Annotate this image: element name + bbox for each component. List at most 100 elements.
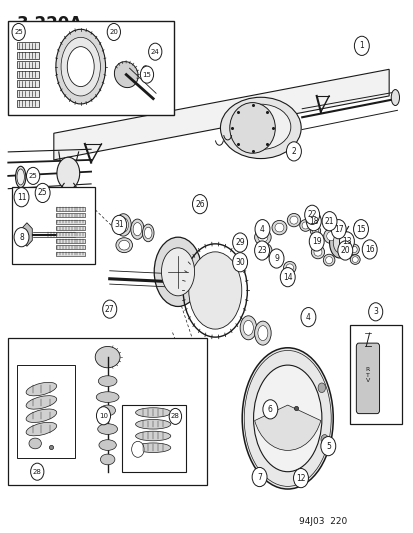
- Text: 23: 23: [256, 246, 266, 255]
- FancyBboxPatch shape: [8, 338, 206, 485]
- FancyBboxPatch shape: [56, 252, 85, 256]
- Circle shape: [14, 228, 29, 247]
- Ellipse shape: [274, 223, 283, 232]
- Circle shape: [337, 241, 352, 260]
- Ellipse shape: [97, 424, 117, 434]
- Circle shape: [35, 183, 50, 203]
- Ellipse shape: [349, 255, 359, 264]
- Ellipse shape: [390, 90, 399, 106]
- Circle shape: [297, 471, 304, 481]
- FancyBboxPatch shape: [56, 245, 85, 249]
- Ellipse shape: [26, 409, 57, 423]
- Circle shape: [140, 66, 153, 83]
- Ellipse shape: [57, 157, 79, 189]
- Ellipse shape: [142, 224, 154, 242]
- Circle shape: [254, 241, 269, 260]
- Circle shape: [280, 268, 294, 287]
- Circle shape: [262, 400, 277, 419]
- Text: 4: 4: [259, 225, 264, 233]
- Text: 25: 25: [38, 189, 47, 197]
- FancyBboxPatch shape: [56, 207, 85, 211]
- Ellipse shape: [188, 252, 241, 329]
- Ellipse shape: [135, 443, 170, 453]
- FancyBboxPatch shape: [17, 80, 39, 87]
- Circle shape: [268, 249, 283, 268]
- Text: 3-220A: 3-220A: [17, 15, 83, 33]
- Circle shape: [306, 212, 320, 231]
- Circle shape: [148, 43, 161, 60]
- FancyBboxPatch shape: [122, 405, 186, 472]
- Circle shape: [300, 308, 315, 327]
- Circle shape: [26, 167, 40, 184]
- Ellipse shape: [135, 408, 170, 417]
- Text: 20: 20: [109, 29, 118, 35]
- Ellipse shape: [332, 232, 345, 253]
- FancyBboxPatch shape: [349, 325, 401, 424]
- Circle shape: [339, 232, 354, 251]
- Polygon shape: [21, 223, 32, 246]
- Ellipse shape: [17, 169, 24, 185]
- Ellipse shape: [131, 219, 144, 239]
- Ellipse shape: [220, 98, 301, 159]
- Circle shape: [368, 303, 382, 321]
- Ellipse shape: [254, 229, 271, 245]
- Circle shape: [293, 469, 308, 488]
- Ellipse shape: [310, 226, 320, 236]
- FancyBboxPatch shape: [356, 343, 379, 414]
- Text: 11: 11: [17, 193, 26, 201]
- Ellipse shape: [144, 227, 152, 239]
- Circle shape: [232, 253, 247, 272]
- Ellipse shape: [67, 47, 94, 86]
- Ellipse shape: [26, 395, 57, 409]
- Ellipse shape: [116, 238, 132, 253]
- Text: 12: 12: [296, 474, 305, 482]
- Ellipse shape: [230, 104, 290, 149]
- Circle shape: [31, 463, 44, 480]
- Text: 19: 19: [311, 237, 321, 246]
- Ellipse shape: [256, 243, 271, 258]
- Ellipse shape: [350, 246, 356, 253]
- Circle shape: [317, 383, 325, 392]
- Circle shape: [96, 407, 110, 425]
- Circle shape: [304, 205, 319, 224]
- Circle shape: [330, 220, 345, 239]
- Text: 18: 18: [309, 217, 318, 225]
- Ellipse shape: [311, 245, 324, 259]
- Ellipse shape: [271, 221, 286, 235]
- FancyBboxPatch shape: [56, 239, 85, 243]
- Text: 25: 25: [28, 173, 38, 179]
- Circle shape: [232, 233, 247, 252]
- Ellipse shape: [313, 248, 321, 256]
- FancyBboxPatch shape: [17, 71, 39, 78]
- Ellipse shape: [119, 240, 129, 250]
- Ellipse shape: [114, 62, 138, 87]
- Text: 22: 22: [307, 211, 316, 219]
- Ellipse shape: [257, 326, 267, 341]
- Ellipse shape: [118, 217, 128, 232]
- Ellipse shape: [100, 405, 115, 416]
- Ellipse shape: [229, 102, 275, 154]
- Text: 13: 13: [341, 237, 351, 246]
- Circle shape: [354, 36, 368, 55]
- FancyBboxPatch shape: [12, 187, 95, 264]
- Ellipse shape: [26, 382, 57, 396]
- FancyBboxPatch shape: [17, 42, 39, 49]
- FancyBboxPatch shape: [17, 52, 39, 59]
- Circle shape: [320, 434, 328, 444]
- Text: 15: 15: [142, 71, 151, 78]
- FancyBboxPatch shape: [8, 21, 173, 115]
- Circle shape: [131, 441, 144, 457]
- Ellipse shape: [254, 321, 271, 345]
- Ellipse shape: [61, 37, 100, 96]
- Ellipse shape: [326, 232, 335, 240]
- Ellipse shape: [243, 320, 253, 335]
- FancyBboxPatch shape: [56, 232, 85, 237]
- Text: 7: 7: [256, 473, 261, 481]
- Text: 30: 30: [235, 258, 244, 266]
- Text: 5: 5: [325, 442, 330, 450]
- Ellipse shape: [323, 229, 338, 244]
- Text: 4: 4: [305, 313, 310, 321]
- Polygon shape: [54, 69, 388, 160]
- FancyBboxPatch shape: [17, 61, 39, 68]
- Ellipse shape: [56, 29, 105, 104]
